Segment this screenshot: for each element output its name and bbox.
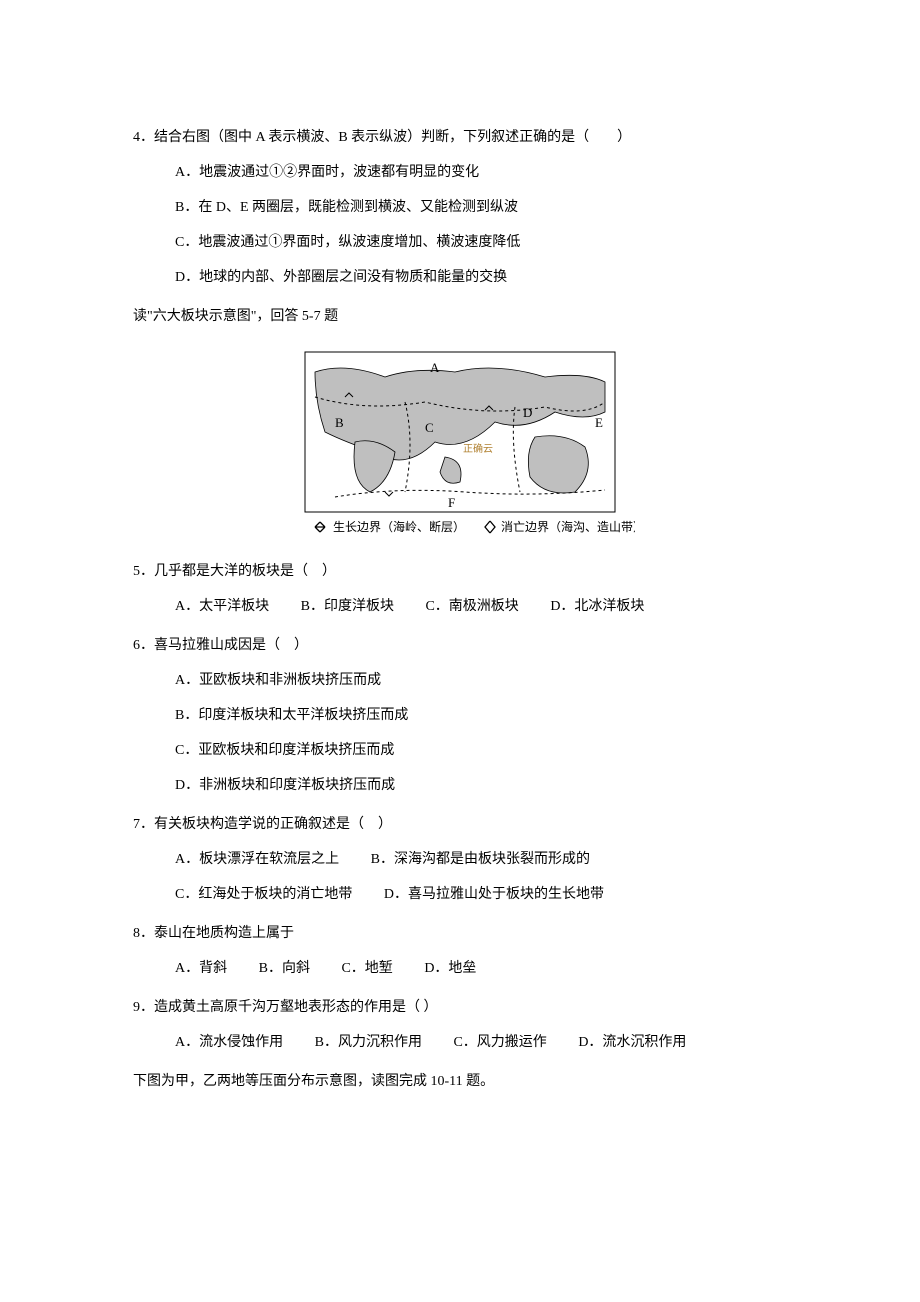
- svg-text:消亡边界（海沟、造山带）: 消亡边界（海沟、造山带）: [501, 519, 635, 534]
- label-e: E: [595, 415, 603, 430]
- q7-options-row2: C．红海处于板块的消亡地带 D．喜马拉雅山处于板块的生长地带: [133, 877, 787, 912]
- q6-option-b: B．印度洋板块和太平洋板块挤压而成: [133, 698, 787, 733]
- q5-option-b: B．印度洋板块: [301, 599, 394, 614]
- q5-prompt: 5．几乎都是大洋的板块是（ ）: [133, 554, 787, 589]
- label-a: A: [430, 360, 440, 375]
- q7-option-a: A．板块漂浮在软流层之上: [175, 852, 339, 867]
- q4-option-c: C．地震波通过①界面时，纵波速度增加、横波速度降低: [133, 225, 787, 260]
- label-d: D: [523, 405, 532, 420]
- svg-text:生长边界（海岭、断层）: 生长边界（海岭、断层）: [333, 519, 465, 534]
- label-cloud: 正确云: [463, 442, 493, 455]
- q8-options: A．背斜 B．向斜 C．地堑 D．地垒: [133, 951, 787, 986]
- q6-option-c: C．亚欧板块和印度洋板块挤压而成: [133, 733, 787, 768]
- q4-option-d: D．地球的内部、外部圈层之间没有物质和能量的交换: [133, 260, 787, 295]
- q7-option-c: C．红海处于板块的消亡地带: [175, 887, 352, 902]
- q8-option-c: C．地堑: [341, 961, 392, 976]
- question-8: 8．泰山在地质构造上属于 A．背斜 B．向斜 C．地堑 D．地垒: [133, 916, 787, 986]
- plate-tectonics-figure: A B C D E 正确云 F 生长边界（海岭、断层） 消亡边界（海沟、造山带）: [133, 342, 787, 542]
- q8-option-a: A．背斜: [175, 961, 227, 976]
- q9-option-b: B．风力沉积作用: [315, 1035, 422, 1050]
- q6-option-a: A．亚欧板块和非洲板块挤压而成: [133, 663, 787, 698]
- q7-option-b: B．深海沟都是由板块张裂而形成的: [371, 852, 590, 867]
- q9-option-a: A．流水侵蚀作用: [175, 1035, 283, 1050]
- question-7: 7．有关板块构造学说的正确叙述是（ ） A．板块漂浮在软流层之上 B．深海沟都是…: [133, 807, 787, 912]
- label-b: B: [335, 415, 344, 430]
- q6-prompt: 6．喜马拉雅山成因是（ ）: [133, 628, 787, 663]
- q7-options-row1: A．板块漂浮在软流层之上 B．深海沟都是由板块张裂而形成的: [133, 842, 787, 877]
- q4-option-b: B．在 D、E 两圈层，既能检测到横波、又能检测到纵波: [133, 190, 787, 225]
- q5-option-a: A．太平洋板块: [175, 599, 269, 614]
- plate-map-svg: A B C D E 正确云 F 生长边界（海岭、断层） 消亡边界（海沟、造山带）: [285, 342, 635, 542]
- q4-prompt: 4．结合右图（图中 A 表示横波、B 表示纵波）判断，下列叙述正确的是（ ）: [133, 120, 787, 155]
- q7-option-d: D．喜马拉雅山处于板块的生长地带: [384, 887, 604, 902]
- q6-option-d: D．非洲板块和印度洋板块挤压而成: [133, 768, 787, 803]
- q9-option-c: C．风力搬运作: [453, 1035, 546, 1050]
- q8-option-d: D．地垒: [424, 961, 476, 976]
- q9-options: A．流水侵蚀作用 B．风力沉积作用 C．风力搬运作 D．流水沉积作用: [133, 1025, 787, 1060]
- q5-option-c: C．南极洲板块: [425, 599, 518, 614]
- q7-prompt: 7．有关板块构造学说的正确叙述是（ ）: [133, 807, 787, 842]
- q4-option-a: A．地震波通过①②界面时，波速都有明显的变化: [133, 155, 787, 190]
- q8-prompt: 8．泰山在地质构造上属于: [133, 916, 787, 951]
- q5-options: A．太平洋板块 B．印度洋板块 C．南极洲板块 D．北冰洋板块: [133, 589, 787, 624]
- question-6: 6．喜马拉雅山成因是（ ） A．亚欧板块和非洲板块挤压而成 B．印度洋板块和太平…: [133, 628, 787, 803]
- q9-prompt: 9．造成黄土高原千沟万壑地表形态的作用是（ ）: [133, 990, 787, 1025]
- question-9: 9．造成黄土高原千沟万壑地表形态的作用是（ ） A．流水侵蚀作用 B．风力沉积作…: [133, 990, 787, 1060]
- label-c: C: [425, 420, 434, 435]
- question-5: 5．几乎都是大洋的板块是（ ） A．太平洋板块 B．印度洋板块 C．南极洲板块 …: [133, 554, 787, 624]
- intro-10-11: 下图为甲，乙两地等压面分布示意图，读图完成 10-11 题。: [133, 1064, 787, 1099]
- q8-option-b: B．向斜: [259, 961, 310, 976]
- label-f-bottom: F: [448, 495, 455, 510]
- intro-5-7: 读"六大板块示意图"，回答 5-7 题: [133, 299, 787, 334]
- question-4: 4．结合右图（图中 A 表示横波、B 表示纵波）判断，下列叙述正确的是（ ） A…: [133, 120, 787, 295]
- q9-option-d: D．流水沉积作用: [578, 1035, 686, 1050]
- q5-option-d: D．北冰洋板块: [550, 599, 644, 614]
